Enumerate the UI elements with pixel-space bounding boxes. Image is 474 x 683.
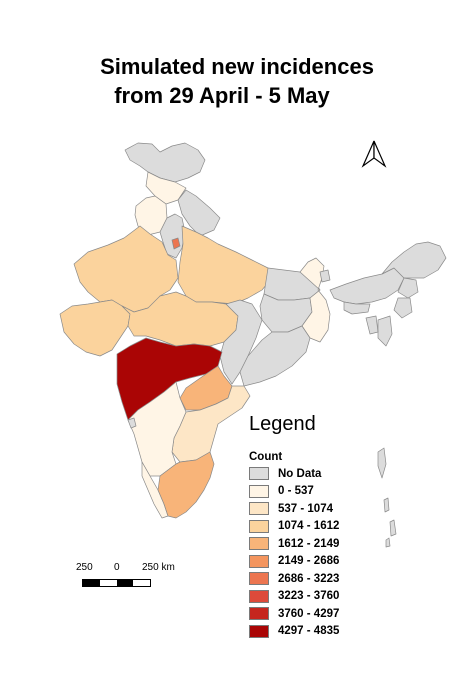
region-sikkim [319,269,331,283]
region-goa [127,417,137,429]
region-mizoram [377,315,393,347]
region-gujarat [59,299,131,357]
legend-label: 537 - 1074 [278,502,333,515]
legend-item: 2686 - 3223 [249,570,339,588]
legend-swatch [249,607,269,621]
scale-label-left: 250 [76,562,93,573]
legend-swatch [249,467,269,481]
legend-item: 1612 - 2149 [249,535,339,553]
region-jammu-kashmir [124,142,206,183]
scale-bar-labels: 250 0 250 km [70,562,190,576]
legend-label: 2149 - 2686 [278,555,340,568]
legend-item: No Data [249,465,339,483]
map-title: Simulated new incidences from 29 April -… [0,52,474,110]
scale-bar [82,579,151,587]
legend-swatch [249,554,269,568]
region-uttar-pradesh [177,225,273,305]
region-kerala [141,461,169,519]
title-line-1: Simulated new incidences [100,54,374,79]
region-tripura [365,315,379,335]
title-line-2: from 29 April - 5 May [114,83,330,108]
region-uttarakhand [177,189,221,237]
legend-swatch [249,484,269,498]
legend-label: 3760 - 4297 [278,607,340,620]
legend-label: No Data [278,467,322,480]
legend-item: 1074 - 1612 [249,518,339,536]
legend-label: 0 - 537 [278,485,314,498]
legend-item: 3223 - 3760 [249,588,339,606]
legend-item: 4297 - 4835 [249,623,339,641]
legend-swatch [249,502,269,516]
region-meghalaya [343,301,371,315]
legend-label: 1612 - 2149 [278,537,340,550]
legend-item: 537 - 1074 [249,500,339,518]
legend-swatch [249,589,269,603]
region-arunachal-pradesh [381,241,447,279]
region-assam [329,267,405,305]
legend-label: 1074 - 1612 [278,520,340,533]
scale-label-right: 250 km [142,562,175,573]
legend-subtitle: Count [249,451,283,463]
legend-swatch [249,624,269,638]
legend-heading: Legend [249,413,316,435]
region-west-bengal [299,257,331,343]
legend-item: 2149 - 2686 [249,553,339,571]
legend-swatch [249,519,269,533]
north-arrow-icon [361,140,387,168]
legend-list: No Data 0 - 537 537 - 1074 1074 - 1612 1612 … [249,465,339,640]
scale-label-zero: 0 [114,562,120,573]
legend-label: 2686 - 3223 [278,572,340,585]
region-tamil-nadu [157,451,215,519]
legend-item: 3760 - 4297 [249,605,339,623]
legend-swatch [249,537,269,551]
region-manipur [393,297,413,319]
legend-swatch [249,572,269,586]
region-karnataka [127,381,187,477]
region-chhattisgarh [219,299,263,385]
region-andaman-nicobar [377,447,397,548]
legend-item: 0 - 537 [249,483,339,501]
region-delhi [171,237,181,250]
region-nagaland [397,277,419,299]
legend-label: 3223 - 3760 [278,590,340,603]
legend-label: 4297 - 4835 [278,625,340,638]
